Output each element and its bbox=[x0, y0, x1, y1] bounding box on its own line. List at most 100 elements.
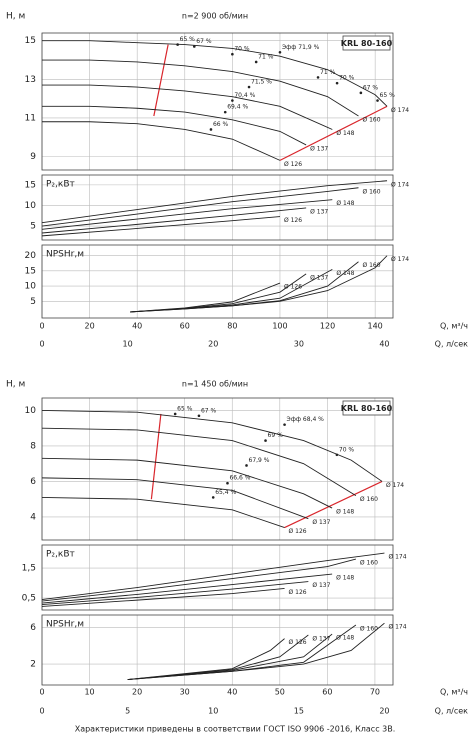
efficiency-point bbox=[226, 481, 229, 485]
y-tick-label: 5 bbox=[30, 222, 36, 232]
curve-label: Ø 137 bbox=[310, 145, 328, 152]
efficiency-point bbox=[245, 464, 248, 467]
x-tick-label: 70 bbox=[370, 688, 380, 697]
efficiency-point bbox=[176, 43, 179, 46]
efficiency-point bbox=[254, 60, 258, 64]
curve bbox=[41, 409, 383, 482]
x-tick-label: 100 bbox=[272, 322, 287, 331]
curve bbox=[41, 457, 333, 509]
y-tick-label: 5 bbox=[30, 297, 36, 307]
efficiency-point bbox=[283, 423, 286, 426]
efficiency-point bbox=[192, 45, 196, 48]
model-label: KRL 80-160 bbox=[341, 404, 393, 413]
efficiency-label: 71,5 % bbox=[251, 79, 272, 86]
curve-label: Ø 160 bbox=[360, 560, 378, 567]
efficiency-label: 67 % bbox=[201, 407, 217, 414]
efficiency-point bbox=[359, 91, 363, 95]
limit-line bbox=[284, 480, 383, 529]
y-tick-label: 13 bbox=[25, 75, 36, 85]
footer: Характеристики приведены в соответствии … bbox=[75, 725, 396, 734]
limit-line bbox=[279, 105, 388, 161]
plot-frame bbox=[41, 174, 394, 241]
x2-axis-label: Q, л/сек bbox=[435, 707, 469, 716]
x-tick-label: 30 bbox=[180, 688, 190, 697]
plot-frame bbox=[41, 614, 394, 686]
curve bbox=[41, 496, 285, 529]
curve-label: Ø 160 bbox=[360, 626, 378, 633]
y-tick-label: 11 bbox=[25, 113, 36, 123]
curve-label: Ø 137 bbox=[312, 519, 330, 526]
efficiency-label: 70 % bbox=[339, 75, 355, 82]
x2-tick-label: 30 bbox=[294, 340, 304, 349]
y-tick-label: 15 bbox=[25, 180, 36, 190]
efficiency-point bbox=[231, 99, 234, 102]
efficiency-label: 69,4 % bbox=[227, 104, 248, 111]
x-tick-label: 20 bbox=[132, 688, 142, 697]
curve bbox=[41, 573, 333, 604]
curve bbox=[41, 552, 385, 600]
curve bbox=[127, 624, 357, 680]
efficiency-label: 71 % bbox=[258, 53, 274, 60]
limit-line bbox=[153, 44, 169, 117]
curve-label: Ø 174 bbox=[388, 554, 406, 561]
curve-label: Ø 126 bbox=[284, 284, 302, 291]
x-tick-label: 0 bbox=[39, 688, 44, 697]
curve bbox=[42, 121, 281, 161]
plot-frame bbox=[41, 544, 394, 611]
x2-tick-label: 0 bbox=[39, 340, 44, 349]
y-axis-label: P₂,кВт bbox=[46, 180, 75, 190]
efficiency-point bbox=[278, 50, 282, 54]
chart-title: n=1 450 об/мин bbox=[182, 380, 248, 389]
curve-label: Ø 126 bbox=[284, 217, 302, 224]
curve bbox=[41, 180, 388, 224]
x-axis-label: Q, м³/ч bbox=[440, 688, 468, 697]
y-tick-label: 6 bbox=[30, 623, 36, 633]
curve-label: Ø 160 bbox=[362, 188, 380, 195]
x-axis-label: Q, м³/ч bbox=[440, 322, 468, 331]
x2-axis-label: Q, л/сек bbox=[435, 340, 469, 349]
efficiency-point bbox=[197, 414, 201, 418]
curve-label: Ø 126 bbox=[289, 639, 307, 646]
efficiency-point bbox=[247, 85, 251, 89]
curve bbox=[130, 261, 359, 313]
curve-label: Ø 174 bbox=[388, 624, 406, 631]
curve bbox=[127, 638, 285, 680]
x-tick-label: 120 bbox=[320, 322, 335, 331]
model-label: KRL 80-160 bbox=[341, 39, 393, 48]
y-tick-label: 4 bbox=[30, 512, 36, 522]
model-box bbox=[342, 400, 391, 416]
curve-label: Ø 174 bbox=[391, 256, 409, 263]
efficiency-label: 65,4 % bbox=[215, 489, 236, 496]
curve-label: Ø 160 bbox=[362, 262, 380, 269]
efficiency-label: 67,9 % bbox=[249, 457, 270, 464]
curve bbox=[127, 634, 309, 680]
y-axis-label: NPSHr,м bbox=[46, 250, 84, 260]
curve-label: Ø 148 bbox=[336, 200, 354, 207]
efficiency-point bbox=[173, 412, 177, 416]
y-tick-label: 2 bbox=[30, 660, 36, 670]
curve-label: Ø 174 bbox=[386, 482, 404, 489]
y-tick-label: 8 bbox=[30, 441, 36, 451]
curve-label: Ø 160 bbox=[362, 116, 380, 123]
efficiency-label: 65 % bbox=[177, 405, 193, 412]
x2-tick-label: 40 bbox=[379, 340, 389, 349]
x-tick-label: 40 bbox=[227, 688, 237, 697]
curve bbox=[41, 216, 281, 237]
efficiency-label: 70,4 % bbox=[234, 92, 255, 99]
y-axis-label: NPSHr,м bbox=[46, 620, 84, 630]
efficiency-label: 65 % bbox=[180, 36, 196, 43]
x-tick-label: 50 bbox=[275, 688, 285, 697]
curve-label: Ø 160 bbox=[360, 496, 378, 503]
efficiency-point bbox=[231, 52, 234, 56]
x2-tick-label: 20 bbox=[379, 707, 389, 716]
efficiency-label: 69 % bbox=[268, 432, 284, 439]
efficiency-label: Эфф 71,9 % bbox=[282, 44, 320, 51]
x2-tick-label: 10 bbox=[123, 340, 133, 349]
efficiency-point bbox=[335, 453, 339, 457]
x-tick-label: 20 bbox=[84, 322, 94, 331]
efficiency-point bbox=[376, 99, 379, 102]
efficiency-point bbox=[223, 110, 227, 114]
curve-label: Ø 174 bbox=[391, 181, 409, 188]
x-tick-label: 80 bbox=[227, 322, 237, 331]
